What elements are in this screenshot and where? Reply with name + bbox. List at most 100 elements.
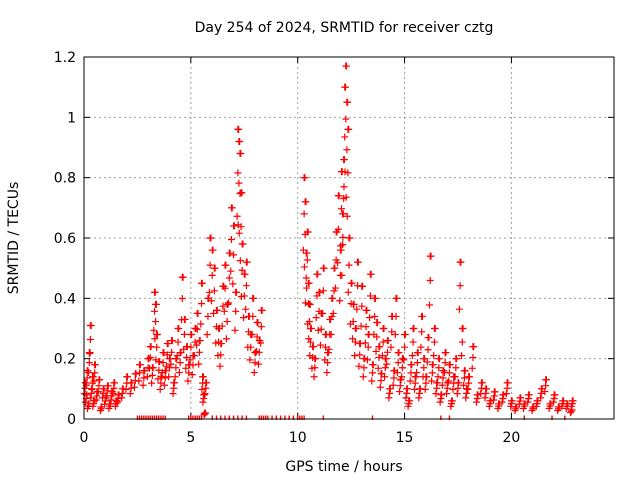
data-point bbox=[456, 282, 464, 290]
axis-ticks: 0 0.2 0.4 0.6 0.8 1 1.2 0 5 10 15 20 bbox=[54, 50, 614, 446]
data-point bbox=[169, 390, 177, 398]
data-point bbox=[335, 192, 343, 200]
data-point bbox=[222, 261, 230, 269]
data-point bbox=[203, 331, 211, 339]
data-point bbox=[396, 388, 404, 396]
data-point bbox=[236, 189, 244, 197]
data-point bbox=[156, 385, 164, 393]
data-point bbox=[236, 257, 244, 265]
data-point bbox=[87, 321, 95, 329]
data-point bbox=[111, 379, 119, 387]
data-point bbox=[341, 83, 349, 91]
data-point bbox=[364, 343, 372, 351]
data-point bbox=[104, 382, 112, 390]
data-point bbox=[425, 334, 433, 342]
data-point bbox=[122, 385, 130, 393]
data-point bbox=[178, 294, 186, 302]
data-point bbox=[445, 377, 453, 385]
data-point bbox=[408, 361, 416, 369]
data-point bbox=[91, 361, 99, 369]
data-point bbox=[331, 264, 339, 272]
y-tick-label: 0.2 bbox=[54, 352, 76, 368]
data-point bbox=[470, 343, 478, 351]
data-point bbox=[193, 341, 201, 349]
data-point bbox=[372, 347, 380, 355]
data-point bbox=[517, 394, 525, 402]
data-point bbox=[339, 210, 347, 218]
data-point bbox=[83, 374, 91, 382]
data-point bbox=[141, 367, 149, 375]
data-point bbox=[323, 369, 331, 377]
data-point bbox=[460, 381, 468, 389]
x-tick-label: 20 bbox=[503, 430, 521, 446]
data-point bbox=[156, 358, 164, 366]
data-point bbox=[300, 263, 308, 271]
data-point bbox=[343, 146, 351, 154]
data-point bbox=[464, 385, 472, 393]
data-point bbox=[441, 359, 449, 367]
data-point bbox=[159, 359, 167, 367]
data-point bbox=[173, 355, 181, 363]
data-point bbox=[439, 374, 447, 382]
data-point bbox=[373, 333, 381, 341]
data-point bbox=[171, 373, 179, 381]
data-point bbox=[400, 356, 408, 364]
data-point bbox=[305, 279, 313, 287]
data-point bbox=[352, 325, 360, 332]
data-point bbox=[165, 373, 173, 381]
data-point bbox=[94, 388, 102, 396]
data-point bbox=[396, 382, 404, 390]
data-point bbox=[314, 270, 322, 278]
data-point bbox=[128, 379, 136, 387]
data-point bbox=[182, 364, 190, 372]
data-point bbox=[140, 374, 148, 382]
data-point bbox=[168, 348, 176, 356]
data-point bbox=[104, 387, 112, 395]
data-point bbox=[99, 389, 107, 397]
data-point bbox=[490, 396, 498, 404]
data-point bbox=[305, 318, 313, 326]
data-point bbox=[83, 391, 91, 399]
data-point bbox=[360, 364, 368, 372]
data-point bbox=[92, 396, 100, 404]
data-point bbox=[445, 369, 453, 377]
data-point bbox=[418, 312, 426, 320]
data-point bbox=[199, 398, 207, 406]
data-point bbox=[198, 279, 206, 287]
data-point bbox=[451, 373, 459, 381]
data-point bbox=[201, 390, 209, 398]
data-point bbox=[550, 394, 558, 402]
data-point bbox=[399, 355, 407, 363]
data-point bbox=[235, 229, 243, 237]
data-point bbox=[468, 364, 476, 372]
data-point bbox=[460, 374, 468, 382]
x-tick-label: 10 bbox=[289, 430, 307, 446]
data-point bbox=[339, 233, 347, 241]
data-point bbox=[81, 384, 89, 392]
data-point bbox=[181, 315, 189, 323]
data-point bbox=[420, 364, 428, 372]
y-axis-label: SRMTID / TECUs bbox=[6, 182, 22, 295]
data-point bbox=[149, 364, 157, 372]
data-point bbox=[205, 288, 213, 296]
data-point bbox=[118, 389, 126, 397]
data-point bbox=[101, 397, 109, 405]
data-point bbox=[329, 294, 337, 302]
data-point bbox=[465, 373, 473, 381]
data-point bbox=[342, 193, 350, 201]
data-point bbox=[388, 328, 396, 336]
data-point bbox=[320, 264, 328, 272]
data-point bbox=[146, 353, 154, 361]
data-point bbox=[525, 394, 533, 402]
data-point bbox=[359, 373, 367, 381]
data-point bbox=[436, 398, 444, 406]
data-point bbox=[424, 346, 432, 354]
data-point bbox=[366, 292, 374, 300]
data-point bbox=[242, 282, 250, 290]
data-point bbox=[136, 369, 144, 377]
data-point bbox=[403, 385, 411, 393]
data-point bbox=[490, 392, 498, 400]
data-point bbox=[340, 156, 348, 164]
data-point bbox=[230, 251, 238, 259]
